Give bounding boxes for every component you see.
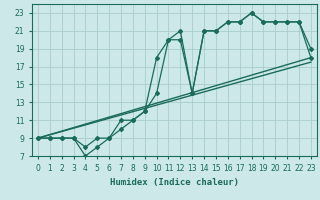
- X-axis label: Humidex (Indice chaleur): Humidex (Indice chaleur): [110, 178, 239, 187]
